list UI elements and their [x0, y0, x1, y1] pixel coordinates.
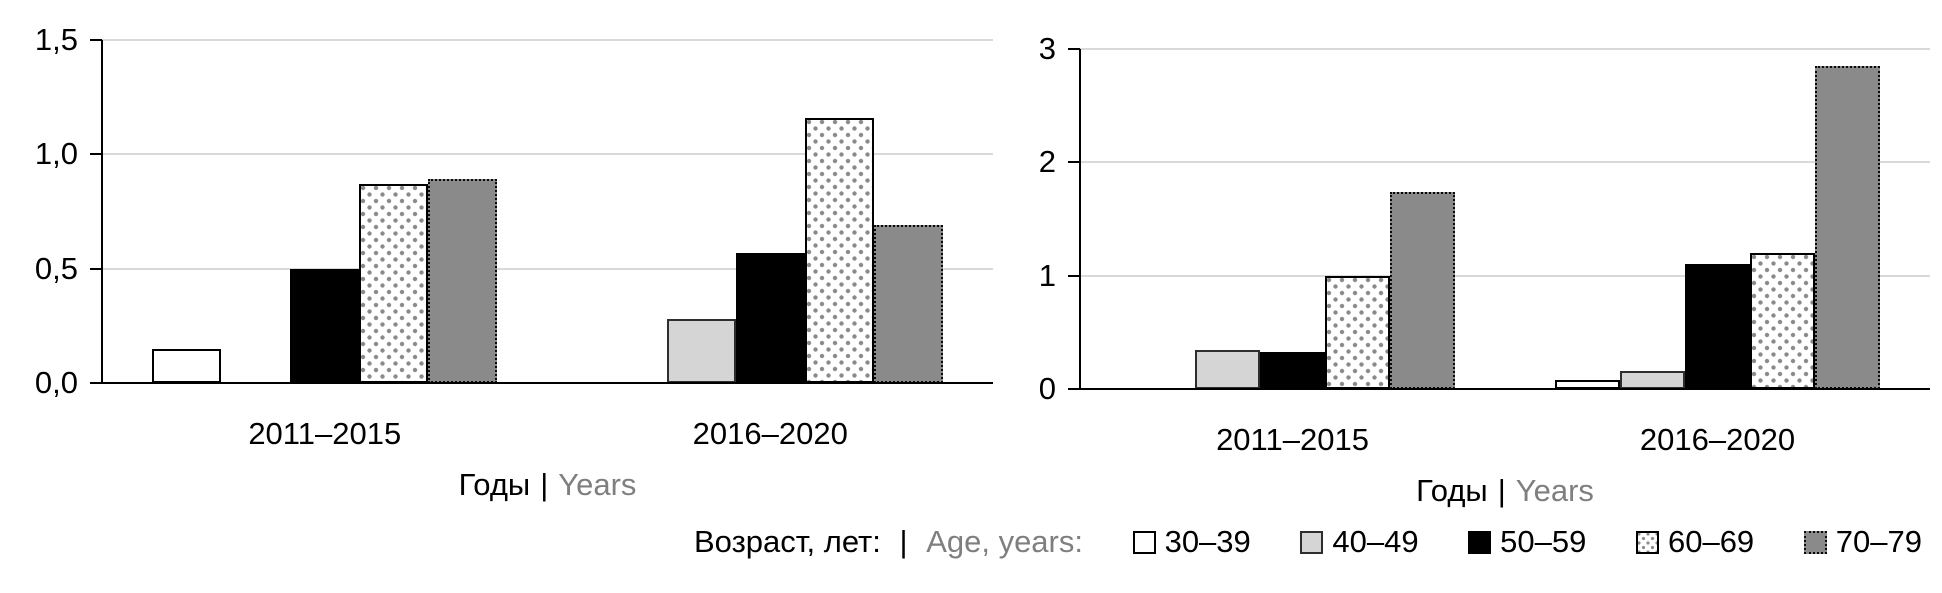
- bar-gray: [1390, 192, 1455, 389]
- x-axis-title: Годы | Years: [1080, 473, 1930, 509]
- y-tick-mark: [1068, 161, 1080, 164]
- legend-item: 60–69: [1635, 524, 1755, 560]
- chart-left: 1,5 1,0 0,5 0,0 2011–2015 2016–2020 Годы | Years: [34, 22, 994, 503]
- legend-title-en: Age, years:: [926, 524, 1083, 559]
- category-label: 2011–2015: [1216, 422, 1369, 457]
- gridline: [1080, 161, 1930, 164]
- x-axis-title-ru: Годы: [458, 467, 531, 502]
- y-tick-label: 0,5: [34, 250, 78, 286]
- category-label: 2011–2015: [248, 416, 402, 451]
- legend-label: 60–69: [1667, 524, 1755, 559]
- bar-lightgray: [1620, 371, 1685, 389]
- y-tick-mark: [1068, 274, 1080, 277]
- category-slot: [1080, 49, 1505, 389]
- legend-label: 70–79: [1835, 524, 1922, 559]
- legend-swatch-black: [1468, 530, 1492, 554]
- x-axis-title-en: Years: [1515, 473, 1594, 508]
- category-slot: [548, 40, 994, 383]
- bar-gray: [1815, 66, 1880, 389]
- bar-group: [1130, 192, 1455, 389]
- gridline: [102, 267, 993, 270]
- bar-group: [1555, 66, 1880, 389]
- y-axis-line: [101, 40, 103, 383]
- y-tick-mark: [1068, 388, 1080, 390]
- legend-swatch-lightgray: [1300, 530, 1324, 554]
- bar-dotted: [1325, 276, 1390, 389]
- legend-swatch-dotted: [1635, 530, 1659, 554]
- y-tick-label: 1,0: [34, 136, 78, 172]
- x-axis-line: [1080, 388, 1930, 390]
- bar-gray: [428, 179, 498, 383]
- legend-label: 50–59: [1500, 524, 1587, 559]
- legend-label: 30–39: [1164, 524, 1251, 559]
- x-axis-line: [102, 382, 993, 384]
- bar-black: [290, 269, 360, 383]
- x-axis-title-separator: |: [1497, 473, 1506, 508]
- y-tick-label: 2: [1038, 144, 1056, 180]
- category-slot: [1505, 49, 1930, 389]
- x-axis-title-ru: Годы: [1416, 473, 1488, 508]
- legend-item: 50–59: [1468, 524, 1586, 560]
- legend-swatch-gray: [1803, 530, 1827, 554]
- y-tick-label: 0,0: [34, 365, 78, 400]
- bar-lightgray: [1195, 350, 1260, 389]
- y-tick-mark: [90, 382, 102, 384]
- legend-label: 40–49: [1332, 524, 1419, 559]
- y-tick-mark: [90, 39, 102, 41]
- legend-item: 70–79: [1803, 524, 1922, 560]
- y-tick-mark: [90, 267, 102, 270]
- y-tick-mark: [1068, 48, 1080, 50]
- category-label: 2016–2020: [1639, 422, 1796, 457]
- y-tick-label: 1,5: [34, 22, 78, 57]
- y-tick-label: 1: [1038, 257, 1056, 293]
- bar-dotted: [804, 118, 874, 383]
- legend-title-separator: |: [899, 524, 908, 559]
- gridline: [102, 153, 993, 156]
- y-axis-line: [1079, 49, 1081, 389]
- bar-dotted: [359, 184, 429, 383]
- legend-item: 40–49: [1300, 524, 1419, 560]
- gridline: [1080, 48, 1930, 50]
- x-axis-title-en: Years: [558, 467, 637, 502]
- legend-swatch-white: [1132, 530, 1156, 554]
- bar-gray: [873, 225, 943, 383]
- bar-lightgray: [666, 319, 736, 383]
- legend: Возраст, лет: | Age, years: 30–39 40–49 50…: [694, 524, 1922, 560]
- chart-right: 3 2 1 0 2011–2015 2016–2020 Годы | Years: [978, 0, 1930, 593]
- bar-black: [1260, 352, 1325, 389]
- gridline: [1080, 274, 1930, 277]
- bar-dotted: [1750, 253, 1815, 389]
- gridline: [102, 39, 993, 41]
- bar-black: [735, 253, 805, 383]
- bar-black: [1685, 264, 1750, 389]
- bar-group: [152, 179, 498, 383]
- y-tick-mark: [90, 153, 102, 156]
- y-tick-label: 3: [1038, 31, 1056, 66]
- bar-group: [598, 118, 943, 383]
- legend-item: 30–39: [1132, 524, 1251, 560]
- legend-title-ru: Возраст, лет:: [694, 524, 881, 559]
- bar-white: [152, 349, 222, 383]
- y-tick-label: 0: [1038, 371, 1056, 406]
- x-axis-title: Годы | Years: [102, 467, 993, 503]
- category-label: 2016–2020: [692, 416, 848, 451]
- legend-title: Возраст, лет: | Age, years:: [694, 524, 1083, 560]
- x-axis-title-separator: |: [540, 467, 549, 502]
- category-slot: [102, 40, 548, 383]
